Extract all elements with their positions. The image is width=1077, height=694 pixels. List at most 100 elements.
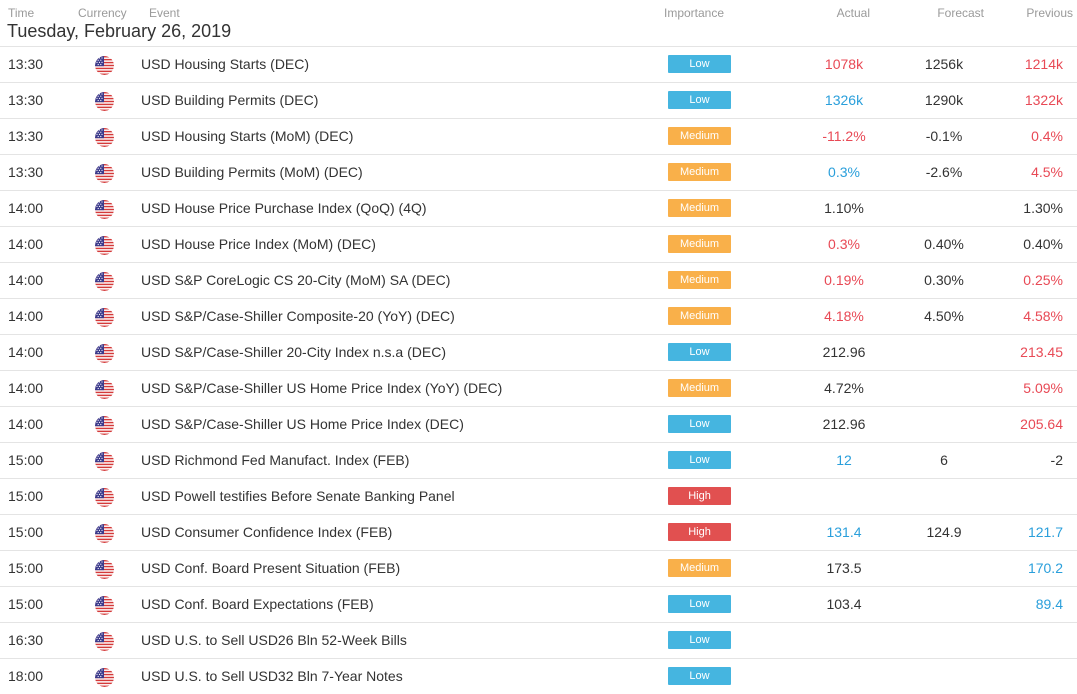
table-row[interactable]: 13:30 — [0, 154, 1077, 190]
forecast-value: 1290k — [924, 92, 964, 108]
importance-badge: Medium — [668, 127, 731, 145]
table-row[interactable]: 14:00 — [0, 298, 1077, 334]
event-name[interactable]: USD U.S. to Sell USD32 Bln 7-Year Notes — [141, 668, 403, 684]
table-row[interactable]: 15:00 — [0, 514, 1077, 550]
event-time: 13:30 — [8, 92, 44, 108]
us-flag-icon — [95, 344, 114, 363]
table-row[interactable]: 13:30 — [0, 46, 1077, 82]
header-currency[interactable]: Currency — [78, 6, 127, 20]
table-row[interactable]: 15:00 — [0, 442, 1077, 478]
header-importance[interactable]: Importance — [664, 6, 725, 20]
previous-value: 1322k — [1024, 92, 1063, 108]
importance-badge: Low — [668, 415, 731, 433]
importance-badge: Medium — [668, 199, 731, 217]
event-name[interactable]: USD Powell testifies Before Senate Banki… — [141, 488, 455, 504]
importance-badge: Low — [668, 631, 731, 649]
table-row[interactable]: 16:30 — [0, 622, 1077, 658]
event-name[interactable]: USD Housing Starts (DEC) — [141, 56, 310, 72]
importance-badge: Low — [668, 55, 731, 73]
table-row[interactable]: 15:00 — [0, 586, 1077, 622]
table-row[interactable]: 14:00 — [0, 334, 1077, 370]
event-name[interactable]: USD House Price Index (MoM) (DEC) — [141, 236, 376, 252]
importance-badge: Low — [668, 451, 731, 469]
date-heading: Tuesday, February 26, 2019 — [7, 21, 232, 41]
event-name[interactable]: USD House Price Purchase Index (QoQ) (4Q… — [141, 200, 427, 216]
us-flag-icon — [95, 236, 114, 255]
previous-value: 4.58% — [1023, 308, 1063, 324]
event-name[interactable]: USD Richmond Fed Manufact. Index (FEB) — [141, 452, 410, 468]
table-row[interactable]: 14:00 — [0, 190, 1077, 226]
event-name[interactable]: USD S&P/Case-Shiller 20-City Index n.s.a… — [141, 344, 446, 360]
event-name[interactable]: USD S&P/Case-Shiller US Home Price Index… — [141, 416, 464, 432]
actual-value: 1078k — [824, 56, 864, 72]
previous-value: 5.09% — [1023, 380, 1063, 396]
event-name[interactable]: USD Building Permits (DEC) — [141, 92, 319, 108]
forecast-value: 0.30% — [924, 272, 964, 288]
forecast-value: 124.9 — [926, 524, 962, 540]
us-flag-icon — [95, 164, 114, 183]
event-time: 15:00 — [8, 560, 44, 576]
us-flag-icon — [95, 308, 114, 327]
event-time: 14:00 — [8, 308, 44, 324]
us-flag-icon — [95, 92, 114, 111]
actual-value: -11.2% — [822, 128, 866, 144]
us-flag-icon — [95, 56, 114, 75]
event-name[interactable]: USD Conf. Board Expectations (FEB) — [141, 596, 374, 612]
us-flag-icon — [95, 596, 114, 615]
event-time: 14:00 — [8, 200, 44, 216]
event-time: 14:00 — [8, 236, 44, 252]
previous-value: 0.40% — [1023, 236, 1063, 252]
importance-badge: High — [668, 487, 731, 505]
table-row[interactable]: 14:00 — [0, 406, 1077, 442]
forecast-value: 0.40% — [924, 236, 964, 252]
table-row[interactable]: 13:30 — [0, 82, 1077, 118]
event-time: 14:00 — [8, 272, 44, 288]
table-row[interactable]: 14:00 — [0, 226, 1077, 262]
event-name[interactable]: USD S&P CoreLogic CS 20-City (MoM) SA (D… — [141, 272, 451, 288]
table-row[interactable]: 13:30 — [0, 118, 1077, 154]
event-time: 13:30 — [8, 56, 44, 72]
previous-value: 0.4% — [1031, 128, 1063, 144]
event-name[interactable]: USD S&P/Case-Shiller US Home Price Index… — [141, 380, 503, 396]
event-time: 15:00 — [8, 452, 44, 468]
us-flag-icon — [95, 560, 114, 579]
actual-value: 0.3% — [828, 164, 860, 180]
event-name[interactable]: USD S&P/Case-Shiller Composite-20 (YoY) … — [141, 308, 455, 324]
us-flag-icon — [95, 380, 114, 399]
us-flag-icon — [95, 416, 114, 435]
event-name[interactable]: USD U.S. to Sell USD26 Bln 52-Week Bills — [141, 632, 407, 648]
us-flag-icon — [95, 200, 114, 219]
event-time: 16:30 — [8, 632, 44, 648]
forecast-value: 4.50% — [924, 308, 964, 324]
previous-value: 4.5% — [1031, 164, 1063, 180]
table-row[interactable]: 15:00 — [0, 550, 1077, 586]
event-name[interactable]: USD Building Permits (MoM) (DEC) — [141, 164, 363, 180]
event-time: 14:00 — [8, 416, 44, 432]
header-actual[interactable]: Actual — [836, 6, 870, 20]
event-time: 14:00 — [8, 344, 44, 360]
event-name[interactable]: USD Consumer Confidence Index (FEB) — [141, 524, 393, 540]
header-previous[interactable]: Previous — [1026, 6, 1073, 20]
table-row[interactable]: 18:00 — [0, 658, 1077, 693]
importance-badge: Medium — [668, 307, 731, 325]
event-name[interactable]: USD Housing Starts (MoM) (DEC) — [141, 128, 354, 144]
header-forecast[interactable]: Forecast — [937, 6, 984, 20]
actual-value: 0.3% — [828, 236, 860, 252]
column-headers: Time Currency Event Importance Actual Fo… — [0, 0, 1077, 22]
forecast-value: 1256k — [924, 56, 964, 72]
previous-value: 170.2 — [1027, 560, 1063, 576]
header-time[interactable]: Time — [8, 6, 35, 20]
table-row[interactable]: 14:00 — [0, 262, 1077, 298]
event-time: 18:00 — [8, 668, 44, 684]
event-name[interactable]: USD Conf. Board Present Situation (FEB) — [141, 560, 401, 576]
importance-badge: Low — [668, 91, 731, 109]
table-row[interactable]: 14:00 — [0, 370, 1077, 406]
actual-value: 103.4 — [826, 596, 862, 612]
events-table: 13:30 — [0, 46, 1077, 693]
header-event[interactable]: Event — [149, 6, 180, 20]
actual-value: 173.5 — [826, 560, 862, 576]
us-flag-icon — [95, 524, 114, 543]
actual-value: 212.96 — [822, 416, 866, 432]
us-flag-icon — [95, 272, 114, 291]
table-row[interactable]: 15:00 — [0, 478, 1077, 514]
